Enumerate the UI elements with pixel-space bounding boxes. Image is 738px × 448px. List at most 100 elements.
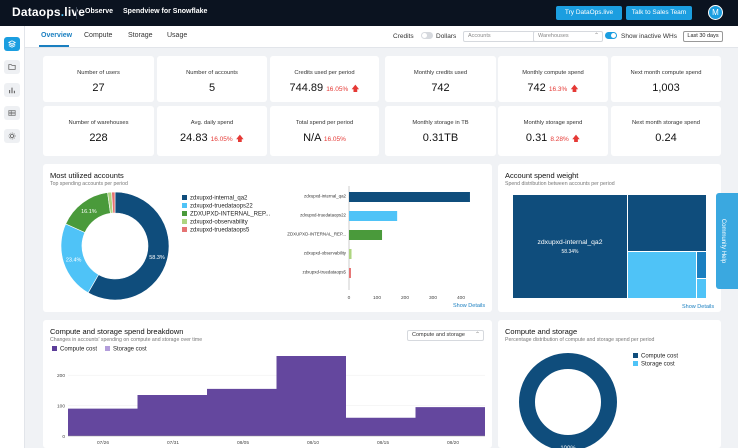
treemap-tile-secondary[interactable] [628, 195, 706, 251]
stat-title: Avg. daily spend [190, 120, 234, 126]
panel-subtitle: Spend distribution between accounts per … [505, 181, 615, 187]
y-tick-label: 0 [62, 434, 65, 440]
toggle-knob [611, 33, 616, 38]
stack-icon [8, 40, 16, 48]
legend-swatch [182, 227, 187, 232]
bar-rect[interactable] [349, 230, 383, 240]
compute-storage-donut: 100% [519, 353, 617, 448]
warehouses-placeholder: Warehouses [538, 33, 569, 39]
panel-title: Account spend weight [505, 171, 579, 180]
tab-compute[interactable]: Compute [84, 32, 113, 39]
stat-title: Next month storage spend [632, 120, 700, 126]
x-tick-label: 07/31 [167, 440, 179, 446]
panel-title: Most utilized accounts [50, 171, 124, 180]
rail-table-button[interactable] [4, 106, 20, 120]
treemap-tile-small[interactable] [697, 252, 706, 278]
stat-title: Total spend per period [295, 120, 354, 126]
legend-swatch [633, 353, 638, 358]
bar-rect[interactable] [349, 249, 352, 259]
stat-card-next-storage: Next month storage spend 0.24 [611, 106, 721, 156]
stat-value: 744.89 16.05% 🡅 [270, 82, 379, 97]
treemap-tile-truedataops22[interactable] [628, 252, 696, 298]
rail-stack-button[interactable] [4, 37, 20, 51]
left-rail [0, 26, 25, 448]
tab-storage[interactable]: Storage [128, 32, 153, 39]
stat-number: 228 [89, 132, 108, 144]
compute-cost-area[interactable] [68, 356, 485, 436]
legend-label: Compute cost [641, 353, 679, 360]
top-separator [76, 7, 77, 19]
folder-icon [8, 64, 16, 70]
accounts-donut-chart: 58.3% 23.4% 16.1% [60, 191, 170, 301]
stat-change-pct: 16.05% [326, 86, 349, 93]
stat-value: 742 [385, 82, 496, 94]
legend-swatch [633, 361, 638, 366]
tab-overview[interactable]: Overview [41, 32, 73, 39]
user-avatar[interactable]: M [708, 5, 723, 20]
nav-observe[interactable]: Observe [85, 8, 114, 15]
panel-title: Compute and storage [505, 327, 578, 336]
show-details-link[interactable]: Show Details [453, 303, 486, 309]
arrow-up-icon: 🡅 [570, 84, 579, 93]
show-inactive-toggle[interactable] [605, 32, 617, 39]
stat-number: 0.31 [525, 132, 548, 144]
breakdown-select[interactable]: Compute and storage ⌃ [407, 330, 484, 341]
stat-title: Monthly storage spend [523, 120, 583, 126]
legend-item: Compute cost [52, 346, 97, 353]
stat-title: Monthly credits used [413, 70, 468, 76]
compute-storage-panel: Compute and storage Percentage distribut… [498, 320, 721, 448]
treemap-tile-small[interactable] [697, 279, 706, 298]
accounts-bar-chart: zdxupxd-internal_qa2 zdxupxd-truedataops2… [287, 186, 470, 301]
legend-swatch [182, 203, 187, 208]
tab-bar: Overview Compute Storage Usage Credits D… [25, 26, 738, 48]
stat-change-pct: 8.28% [550, 136, 569, 143]
stat-title: Next month compute spend [630, 70, 702, 76]
bar-rect[interactable] [349, 268, 351, 278]
select-value: Compute and storage [412, 332, 465, 338]
treemap-pct: 58.34% [561, 249, 579, 255]
nav-spendview[interactable]: Spendview for Snowflake [123, 8, 208, 15]
talk-to-sales-button[interactable]: Talk to Sales Team [626, 6, 692, 20]
stat-value: 24.83 16.05% 🡅 [157, 132, 267, 147]
show-inactive-label: Show inactive WHs [621, 33, 677, 40]
legend-item: zdxupxd-truedataops22 [182, 203, 253, 210]
bar-category-label: ZDXUPXD-INTERNAL_REP... [287, 232, 346, 237]
stat-number: 742 [527, 82, 546, 94]
donut-slice[interactable] [111, 191, 116, 214]
x-tick-label: 08/20 [447, 440, 459, 446]
rail-chart-button[interactable] [4, 83, 20, 97]
gear-icon [8, 132, 16, 140]
rail-folder-button[interactable] [4, 60, 20, 74]
legend-swatch [182, 211, 187, 216]
tab-usage[interactable]: Usage [167, 32, 188, 39]
last-30-days-button[interactable]: Last 30 days [683, 31, 723, 42]
legend-item: Compute cost [633, 353, 678, 360]
donut-slice[interactable] [87, 191, 170, 301]
stat-value: 0.24 [611, 132, 721, 144]
bar-rect[interactable] [349, 192, 470, 202]
try-dataops-button[interactable]: Try DataOps.live [556, 6, 622, 20]
warehouses-select[interactable]: Warehouses ⌃ [533, 31, 603, 42]
community-help-tab[interactable]: Community Help [716, 193, 738, 289]
chevron-updown-icon: ⌃ [593, 33, 599, 39]
legend-item: zdxupxd-observability [182, 219, 248, 226]
stat-number: 0.31TB [422, 132, 459, 144]
stat-number: 742 [431, 82, 450, 94]
show-details-link[interactable]: Show Details [682, 304, 715, 310]
legend-label: Storage cost [113, 346, 147, 353]
stat-value: 228 [43, 132, 154, 144]
stat-title: Monthly storage in TB [412, 120, 469, 126]
stat-card-credits-period: Credits used per period 744.89 16.05% 🡅 [270, 56, 379, 102]
donut-data-label: 23.4% [66, 257, 82, 263]
treemap-tile-main[interactable]: zdxupxd-internal_qa2 58.34% [513, 195, 627, 298]
donut-slice[interactable] [519, 353, 617, 448]
legend-label: ZDXUPXD-INTERNAL_REP... [190, 211, 271, 218]
dataops-logo[interactable]: Dataops.live [12, 5, 85, 19]
credits-dollars-toggle[interactable] [421, 32, 433, 39]
bar-category-label: zdxupxd-observability [304, 251, 347, 256]
stat-title: Number of users [77, 70, 120, 76]
legend-swatch [182, 195, 187, 200]
bar-rect[interactable] [349, 211, 398, 221]
rail-settings-button[interactable] [4, 129, 20, 143]
bar-category-label: zdxupxd-truedataops5 [303, 270, 347, 275]
